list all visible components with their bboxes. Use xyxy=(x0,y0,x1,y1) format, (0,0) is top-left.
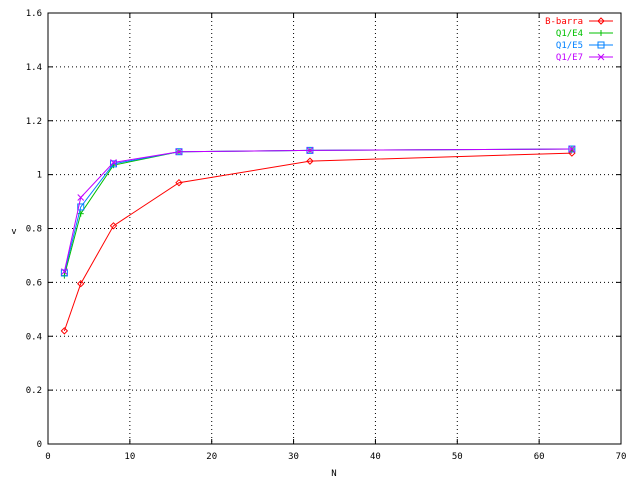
y-axis-label: v xyxy=(11,227,16,237)
y-tick-label: 0 xyxy=(37,440,42,450)
x-tick-label: 40 xyxy=(370,452,381,462)
data-point xyxy=(77,280,85,288)
data-point xyxy=(598,30,604,36)
data-point xyxy=(597,17,605,25)
x-tick-label: 70 xyxy=(616,452,627,462)
data-point xyxy=(175,178,183,187)
x-tick-label: 0 xyxy=(45,452,50,462)
y-tick-label: 0.6 xyxy=(26,278,42,288)
data-point xyxy=(61,268,68,275)
grid xyxy=(48,13,621,444)
series-q1-e7 xyxy=(61,145,576,275)
y-tick-label: 1 xyxy=(37,171,42,181)
series-line xyxy=(63,152,572,332)
data-point xyxy=(568,145,576,153)
x-tick-label: 60 xyxy=(534,452,545,462)
data-point xyxy=(60,327,69,335)
series-group xyxy=(60,145,576,335)
series-q1-e4 xyxy=(61,146,575,279)
series-q1-e5 xyxy=(60,145,576,277)
x-tick-label: 30 xyxy=(288,452,299,462)
legend-label: Q1/E5 xyxy=(556,41,583,51)
x-tick-label: 10 xyxy=(124,452,135,462)
plot-frame xyxy=(47,12,622,445)
data-point xyxy=(597,53,605,61)
series-line xyxy=(63,148,572,276)
series-b-barra xyxy=(60,149,576,335)
y-tick-label: 1.6 xyxy=(26,9,42,19)
data-point xyxy=(109,160,117,168)
x-tick-label: 50 xyxy=(452,452,463,462)
data-point xyxy=(77,194,85,201)
y-tick-label: 1.2 xyxy=(26,117,42,127)
series-line xyxy=(63,148,572,272)
x-axis-label: N xyxy=(331,469,336,479)
y-tick-label: 0.8 xyxy=(26,225,42,235)
legend-item: Q1/E4 xyxy=(556,29,613,39)
y-tick-label: 0.4 xyxy=(26,332,42,342)
axes: 0 10 20 30 40 50 60 70 0 0.2 0.4 0.6 0.8 1 1.2 1.4 1.6 xyxy=(26,9,627,462)
y-tick-label: 0.2 xyxy=(26,386,42,396)
legend: B-barra Q1/E4 Q1/E5 Q1/E7 xyxy=(545,17,613,63)
data-point xyxy=(306,157,314,165)
legend-item: B-barra xyxy=(545,17,613,27)
legend-label: B-barra xyxy=(545,17,583,27)
data-point xyxy=(306,147,314,154)
legend-item: Q1/E7 xyxy=(556,53,613,63)
data-point xyxy=(77,203,85,211)
series-line xyxy=(63,148,572,274)
data-point xyxy=(597,41,605,49)
legend-label: Q1/E4 xyxy=(556,29,583,39)
x-tick-label: 20 xyxy=(206,452,217,462)
legend-item: Q1/E5 xyxy=(556,41,613,51)
data-point xyxy=(109,222,118,230)
data-point xyxy=(110,159,117,166)
legend-label: Q1/E7 xyxy=(556,53,583,63)
data-point xyxy=(175,148,183,156)
y-tick-label: 1.4 xyxy=(26,63,42,73)
